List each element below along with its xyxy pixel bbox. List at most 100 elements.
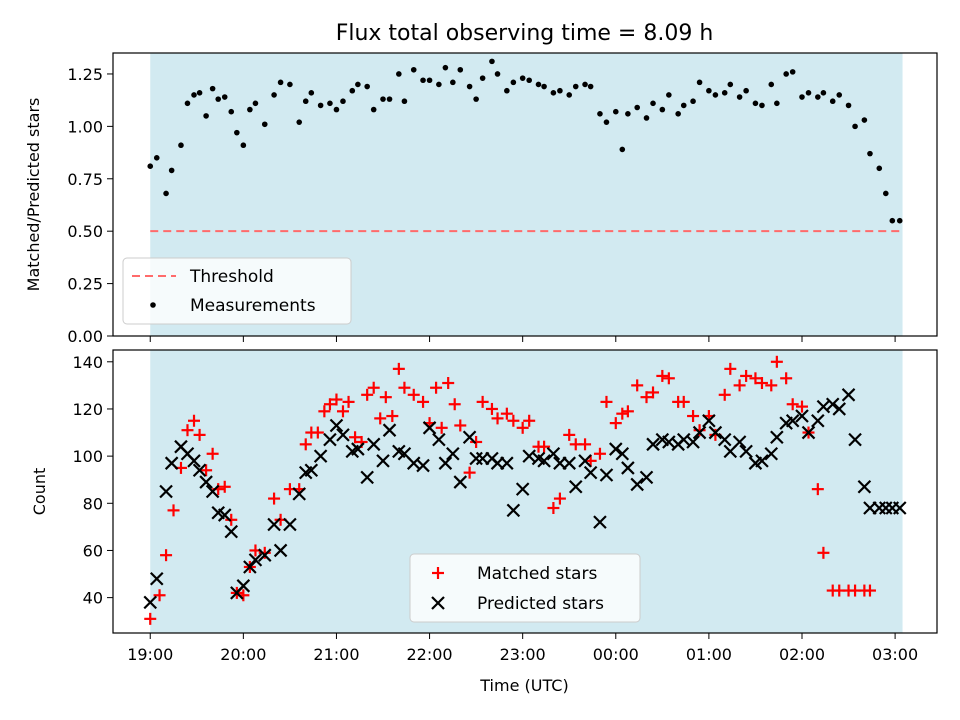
- predicted-star-stroke: [323, 432, 337, 447]
- predicted-star-stroke: [376, 454, 390, 468]
- predicted-star-point: [702, 413, 716, 428]
- matched-star-point: [181, 424, 194, 437]
- predicted-star-stroke: [739, 444, 753, 459]
- measurement-point: [836, 92, 843, 98]
- predicted-star-stroke: [217, 508, 232, 522]
- predicted-star-point: [692, 425, 707, 440]
- predicted-star-point: [639, 470, 654, 485]
- matched-star-point: [640, 391, 653, 404]
- matched-star-point: [167, 504, 180, 517]
- predicted-star-point: [825, 397, 840, 412]
- predicted-star-point: [515, 482, 530, 496]
- top-panel: 0.00 0.25 0.50 0.75 1.00 1.25 Matched/Predict…: [24, 52, 938, 346]
- measurement-point: [271, 92, 277, 98]
- matched-star-point: [470, 435, 483, 448]
- measurement-point: [479, 75, 486, 81]
- top-legend-box: [122, 257, 352, 325]
- measurement-point: [566, 92, 573, 98]
- predicted-star-stroke: [686, 435, 700, 449]
- matched-star-point: [547, 502, 560, 515]
- measurement-point: [889, 217, 896, 224]
- bottom-y-tick-label: 100: [72, 447, 103, 466]
- top-y-tick-label: 0.50: [67, 222, 103, 241]
- measurement-point: [203, 113, 209, 119]
- predicted-star-stroke: [397, 446, 412, 461]
- matched-star-point: [417, 395, 430, 408]
- predicted-star-stroke: [248, 553, 263, 567]
- matched-star-point: [193, 428, 206, 441]
- predicted-star-point: [382, 423, 397, 437]
- predicted-star-stroke: [304, 463, 319, 478]
- measurement-point: [466, 83, 473, 90]
- matched-star-point: [330, 393, 343, 406]
- x-axis-label: Time (UTC): [479, 676, 568, 695]
- predicted-star-stroke: [795, 409, 809, 423]
- predicted-star-stroke: [785, 413, 800, 428]
- matched-star-point: [144, 612, 157, 625]
- predicted-star-point: [892, 501, 907, 515]
- predicted-star-stroke: [446, 446, 460, 461]
- matched-star-point: [491, 412, 504, 425]
- measurement-point: [690, 98, 696, 105]
- matched-star-point: [553, 492, 566, 505]
- measurement-point: [896, 217, 903, 224]
- predicted-star-stroke: [655, 432, 670, 447]
- predicted-star-stroke: [692, 425, 707, 440]
- predicted-star-point: [739, 444, 753, 459]
- measurement-point: [296, 119, 303, 125]
- measurement-point: [666, 92, 672, 98]
- matched-star-point: [311, 426, 324, 439]
- predicted-star-stroke: [615, 446, 630, 461]
- predicted-star-stroke: [422, 421, 437, 435]
- predicted-star-point: [785, 413, 800, 428]
- matched-star-point: [379, 391, 392, 404]
- measurement-point: [370, 106, 377, 113]
- predicted-star-point: [732, 435, 747, 449]
- bottom-x-tick-label: 01:00: [686, 645, 732, 664]
- predicted-star-stroke: [892, 501, 907, 515]
- matched-star-point: [600, 395, 613, 408]
- predicted-star-stroke: [313, 449, 328, 463]
- predicted-star-point: [224, 524, 239, 539]
- predicted-star-stroke: [546, 446, 561, 461]
- measurement-point: [799, 94, 805, 100]
- measurement-point: [457, 66, 464, 73]
- measurement-point: [168, 167, 175, 174]
- predicted-star-stroke: [273, 543, 288, 558]
- measurement-point: [582, 81, 588, 88]
- matched-star-point: [349, 431, 362, 444]
- legend-measurements-swatch: [150, 302, 156, 308]
- measurement-point: [510, 79, 517, 86]
- matched-star-point: [786, 398, 799, 411]
- matched-star-point: [500, 407, 513, 420]
- matched-star-point: [218, 480, 231, 493]
- matched-star-point: [811, 483, 824, 496]
- predicted-star-stroke: [267, 517, 281, 532]
- measurement-point: [355, 81, 361, 88]
- measurement-point: [829, 98, 836, 105]
- matched-star-point: [454, 419, 467, 432]
- measurement-point: [659, 106, 666, 113]
- predicted-star-stroke: [702, 413, 716, 428]
- matched-star-point: [687, 410, 700, 423]
- predicted-star-stroke: [438, 456, 453, 470]
- top-y-label: Matched/Predicted stars: [24, 98, 43, 292]
- measurement-point: [650, 100, 656, 107]
- predicted-star-stroke: [392, 444, 406, 459]
- matched-star-point: [200, 464, 213, 477]
- top-plot-frame: [112, 52, 938, 337]
- predicted-star-point: [453, 475, 468, 489]
- bottom-legend-box: [409, 553, 641, 623]
- measurement-point: [287, 81, 293, 88]
- predicted-star-point: [755, 454, 769, 468]
- bottom-x-tick-label: 20:00: [220, 645, 266, 664]
- matched-star-point: [538, 440, 551, 453]
- predicted-star-stroke: [211, 505, 225, 520]
- matched-star-point: [749, 372, 762, 385]
- measurement-point: [349, 87, 356, 94]
- predicted-star-point: [841, 388, 856, 402]
- predicted-star-stroke: [537, 454, 551, 468]
- predicted-star-point: [267, 517, 281, 532]
- predicted-star-stroke: [764, 446, 779, 461]
- bottom-x-tick-label: 02:00: [779, 645, 825, 664]
